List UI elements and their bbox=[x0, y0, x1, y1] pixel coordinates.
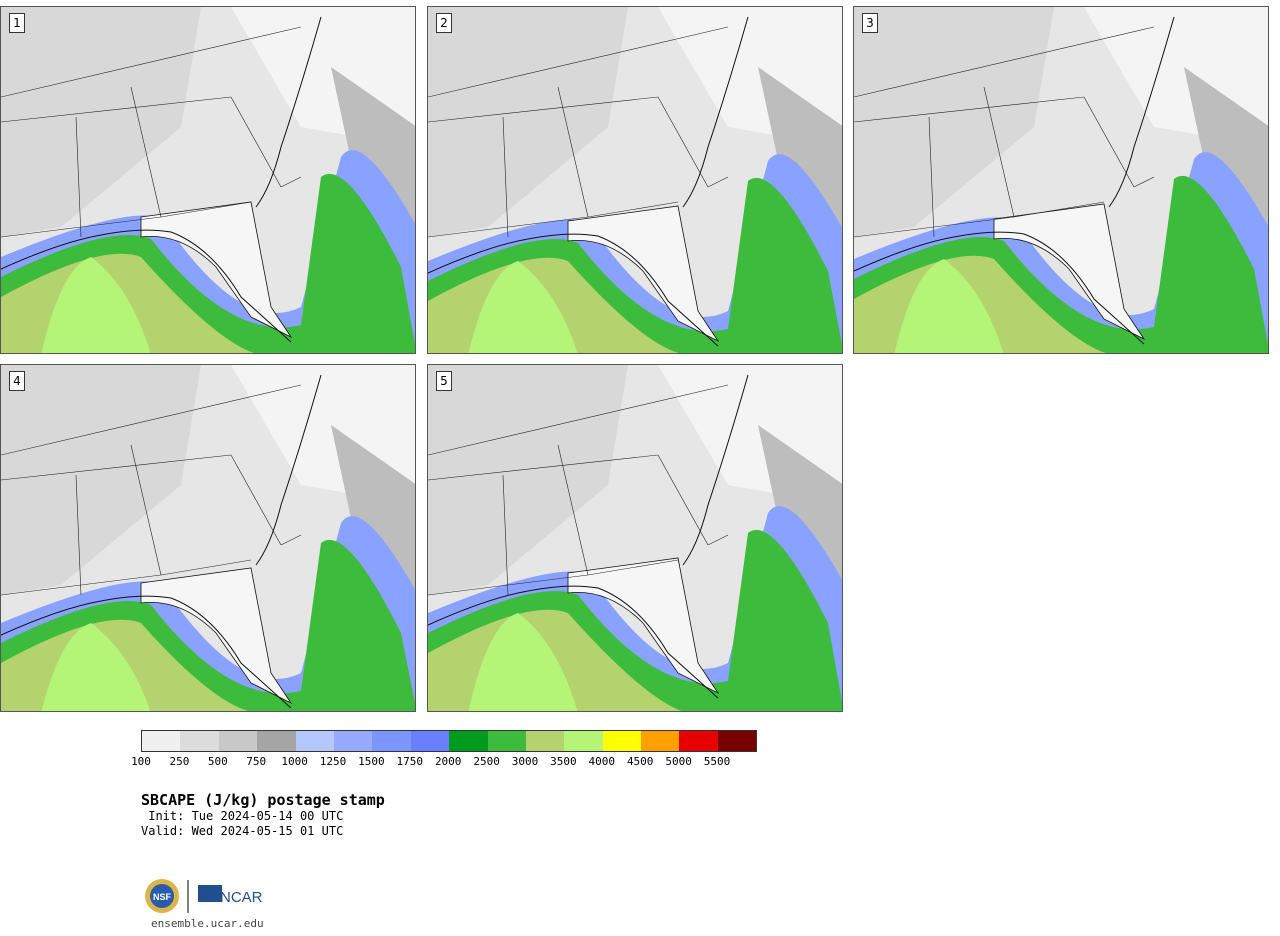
colorbar-tick-label: 500 bbox=[207, 755, 228, 768]
colorbar-swatch bbox=[525, 731, 565, 751]
member-label: 5 bbox=[436, 371, 452, 391]
colorbar-tick-label: 1750 bbox=[396, 755, 424, 768]
colorbar-swatch bbox=[295, 731, 334, 751]
member-label: 3 bbox=[862, 13, 878, 33]
colorbar-swatch bbox=[142, 731, 181, 751]
colorbar-tick-label: 2500 bbox=[473, 755, 500, 768]
chart-title: SBCAPE (J/kg) postage stamp bbox=[141, 791, 385, 809]
colorbar-swatch bbox=[641, 731, 680, 751]
colorbar-swatch bbox=[410, 731, 450, 751]
init-time: Init: Tue 2024-05-14 00 UTC bbox=[141, 809, 344, 823]
member-label: 2 bbox=[436, 13, 452, 33]
colorbar-swatch bbox=[487, 731, 526, 751]
colorbar bbox=[141, 730, 758, 752]
title-block: SBCAPE (J/kg) postage stamp Init: Tue 20… bbox=[141, 791, 385, 839]
map-image bbox=[1, 365, 415, 711]
ensemble-member-panel-1: 1 bbox=[0, 6, 416, 354]
colorbar-swatch bbox=[679, 731, 718, 751]
colorbar-swatch bbox=[602, 731, 642, 751]
map-image bbox=[428, 365, 842, 711]
colorbar-swatch bbox=[257, 731, 296, 751]
nsf-ncar-logo: NSF NCAR bbox=[145, 879, 263, 913]
colorbar-tick-label: 100 bbox=[131, 755, 151, 768]
colorbar-swatch bbox=[218, 731, 258, 751]
member-label: 4 bbox=[9, 371, 25, 391]
colorbar-tick-label: 250 bbox=[169, 755, 190, 768]
ensemble-member-panel-4: 4 bbox=[0, 364, 416, 712]
ensemble-member-panel-3: 3 bbox=[853, 6, 1269, 354]
colorbar-swatch bbox=[333, 731, 373, 751]
colorbar-tick-label: 4000 bbox=[588, 755, 616, 768]
colorbar-tick-label: 3500 bbox=[550, 755, 577, 768]
ensemble-member-panel-5: 5 bbox=[427, 364, 843, 712]
map-image bbox=[1, 7, 415, 353]
colorbar-tick-label: 4500 bbox=[626, 755, 654, 768]
colorbar-tick-label: 5000 bbox=[665, 755, 692, 768]
member-label: 1 bbox=[9, 13, 25, 33]
colorbar-swatch bbox=[372, 731, 411, 751]
colorbar-swatch bbox=[564, 731, 603, 751]
colorbar-tick-label: 1000 bbox=[281, 755, 308, 768]
colorbar-labels: 100 250 500 750 1000 1250 1500 1750 2000 2500 3000… bbox=[131, 755, 761, 769]
colorbar-tick-label: 2000 bbox=[434, 755, 462, 768]
colorbar-swatch bbox=[717, 731, 757, 751]
colorbar-tick-label: 1250 bbox=[319, 755, 347, 768]
map-image bbox=[428, 7, 842, 353]
ncar-emblem-icon bbox=[198, 885, 222, 902]
colorbar-tick-label: 750 bbox=[246, 755, 267, 768]
map-image bbox=[854, 7, 1268, 353]
colorbar-swatch bbox=[180, 731, 219, 751]
colorbar-tick-label: 5500 bbox=[703, 755, 731, 768]
ensemble-member-panel-2: 2 bbox=[427, 6, 843, 354]
valid-time: Valid: Wed 2024-05-15 01 UTC bbox=[141, 824, 344, 838]
colorbar-swatch bbox=[449, 731, 488, 751]
seal-text: NSF bbox=[153, 892, 172, 902]
ncar-wordmark: NCAR bbox=[220, 889, 263, 906]
colorbar-tick-label: 3000 bbox=[511, 755, 539, 768]
colorbar-tick-label: 1500 bbox=[358, 755, 385, 768]
website-url: ensemble.ucar.edu bbox=[151, 917, 264, 930]
